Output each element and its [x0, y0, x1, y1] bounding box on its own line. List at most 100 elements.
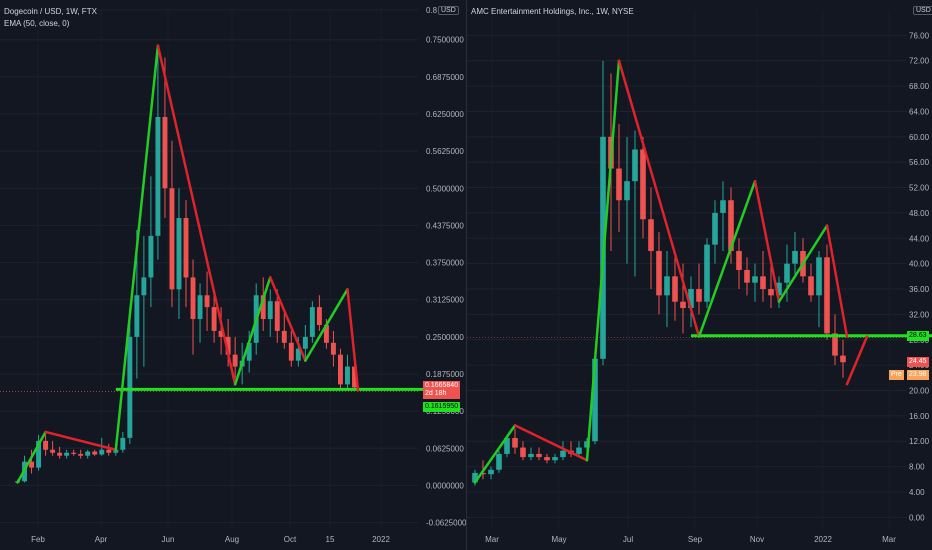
amc-y-tick-label: 76.00	[909, 31, 930, 40]
amc-candle-body	[488, 469, 494, 475]
dogecoin-candle-body	[92, 451, 98, 455]
amc-candle-body	[752, 276, 758, 283]
dogecoin-y-tick-label: 0.3125000	[426, 296, 464, 305]
amc-candle-body	[680, 301, 686, 309]
dogecoin-support-level-badge: 0.1615950	[423, 402, 461, 413]
dogecoin-candle-body	[309, 307, 315, 337]
dogecoin-candle-body	[106, 449, 112, 453]
dogecoin-candle-body	[162, 116, 168, 189]
amc-candle-body	[760, 276, 766, 290]
dogecoin-trend-leg	[268, 276, 307, 362]
amc-last-price-badge: 24.45	[907, 357, 929, 368]
amc-x-tick-label: Mar	[485, 535, 499, 544]
dogecoin-candle-body	[134, 295, 140, 337]
amc-y-tick-label: 52.00	[909, 184, 930, 193]
dogecoin-candle-body	[246, 342, 252, 361]
dogecoin-candle-body	[330, 342, 336, 355]
dogecoin-trend-leg	[44, 430, 118, 452]
amc-candle-body	[840, 355, 846, 363]
dogecoin-candle-body	[85, 451, 91, 456]
amc-trend-leg	[513, 424, 589, 462]
dogecoin-currency-label[interactable]: USD	[438, 6, 459, 15]
amc-y-tick-label: 60.00	[909, 133, 930, 142]
amc-currency-label[interactable]: USD	[913, 6, 932, 15]
amc-candle-body	[688, 289, 694, 309]
amc-support-level-badge: 28.63	[907, 330, 929, 341]
dogecoin-candle-body	[323, 324, 329, 343]
dogecoin-x-tick-label: Oct	[284, 535, 297, 544]
amc-candle-body	[528, 453, 534, 458]
amc-trend-leg	[845, 335, 869, 386]
dogecoin-y-tick-label: 0.5625000	[426, 147, 464, 156]
dogecoin-chart-pane[interactable]: -0.06250000.00000000.06250000.12500000.1…	[0, 0, 466, 550]
amc-candle-body	[744, 270, 750, 283]
amc-candle-body	[648, 219, 654, 251]
amc-candle-body	[552, 457, 558, 461]
amc-trend-leg	[753, 179, 781, 303]
amc-candle-body	[776, 282, 782, 296]
amc-y-tick-label: 36.00	[909, 285, 930, 294]
amc-y-tick-label: 12.00	[909, 437, 930, 446]
dogecoin-trend-leg	[304, 288, 349, 362]
dogecoin-trend-leg	[346, 288, 360, 392]
amc-candle-body	[816, 257, 822, 296]
amc-candle-body	[664, 276, 670, 296]
dogecoin-x-tick-label: 15	[326, 535, 335, 544]
dogecoin-y-tick-label: 0.8	[426, 6, 438, 15]
dogecoin-candle-body	[232, 354, 238, 367]
amc-chart-canvas[interactable]: 0.004.008.0012.0016.0020.0024.0028.0032.…	[467, 0, 932, 550]
amc-candle-body	[696, 289, 702, 302]
dogecoin-candle-body	[50, 449, 56, 453]
dogecoin-candle-body	[155, 116, 161, 236]
dogecoin-candle-body	[267, 301, 273, 320]
amc-y-tick-label: 16.00	[909, 412, 930, 421]
dogecoin-candle-body	[78, 453, 84, 456]
amc-y-tick-label: 32.00	[909, 310, 930, 319]
amc-candle-body	[712, 212, 718, 245]
amc-candle-body	[512, 438, 518, 448]
amc-y-tick-label: 4.00	[909, 488, 925, 497]
amc-candle-body	[480, 472, 486, 475]
amc-candle-body	[824, 257, 830, 334]
dogecoin-y-tick-label: -0.0625000	[426, 519, 466, 528]
dogecoin-x-tick-label: 2022	[372, 535, 390, 544]
amc-chart-pane[interactable]: 0.004.008.0012.0016.0020.0024.0028.0032.…	[466, 0, 932, 550]
dogecoin-y-tick-label: 0.6250000	[426, 110, 464, 119]
amc-candle-body	[520, 447, 526, 458]
dogecoin-x-tick-label: Apr	[95, 535, 108, 544]
ema-indicator-label[interactable]: EMA (50, close, 0)	[4, 19, 70, 28]
dogecoin-chart-canvas[interactable]: -0.06250000.00000000.06250000.12500000.1…	[0, 0, 466, 550]
dogecoin-trend-leg	[233, 276, 272, 386]
dogecoin-candle-body	[260, 295, 266, 320]
amc-y-tick-label: 56.00	[909, 158, 930, 167]
amc-candle-body	[576, 447, 582, 454]
dogecoin-candle-body	[57, 452, 63, 456]
amc-candle-body	[584, 441, 590, 448]
dogecoin-candle-body	[64, 452, 70, 456]
amc-y-tick-label: 8.00	[909, 463, 925, 472]
amc-candle-body	[632, 149, 638, 182]
dogecoin-candle-body	[302, 336, 308, 349]
amc-candle-body	[472, 472, 478, 483]
amc-candle-body	[616, 168, 622, 201]
dogecoin-chart-title: Dogecoin / USD, 1W, FTX	[4, 7, 97, 16]
dogecoin-y-tick-label: 0.4375000	[426, 221, 464, 230]
amc-y-tick-label: 40.00	[909, 260, 930, 269]
amc-x-tick-label: Sep	[688, 535, 703, 544]
dogecoin-candle-body	[295, 348, 301, 361]
dogecoin-candle-body	[183, 218, 189, 278]
dogecoin-candle-body	[274, 301, 280, 331]
amc-trend-leg	[777, 224, 829, 303]
amc-candle-body	[792, 250, 798, 264]
dogecoin-candle-body	[288, 342, 294, 361]
dogecoin-candle-body	[204, 295, 210, 308]
amc-y-tick-label: 72.00	[909, 57, 930, 66]
amc-candle-body	[768, 289, 774, 296]
amc-x-tick-label: Nov	[750, 535, 764, 544]
amc-candle-body	[640, 149, 646, 220]
dogecoin-candle-body	[99, 449, 105, 455]
amc-candle-body	[704, 244, 710, 302]
amc-premarket-price-badge: 23.98	[907, 370, 929, 381]
dogecoin-trend-leg	[156, 44, 237, 386]
dogecoin-candle-body	[148, 235, 154, 278]
